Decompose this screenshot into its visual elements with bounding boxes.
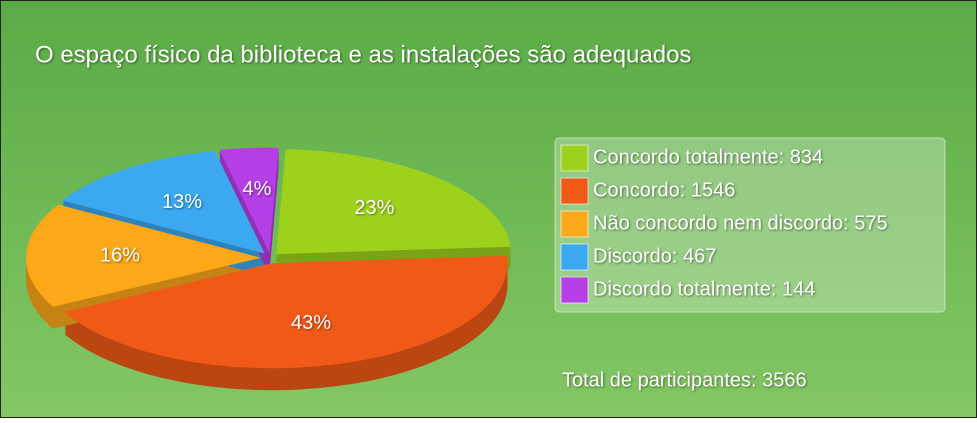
slice xyxy=(276,149,511,255)
slice xyxy=(219,147,279,253)
legend-swatch xyxy=(560,243,589,271)
legend-box xyxy=(554,137,946,313)
slice xyxy=(26,204,262,307)
annotation: Total de participantes: 3566 xyxy=(562,369,807,391)
slice-label: 43% xyxy=(291,312,331,334)
slice xyxy=(62,151,265,254)
slice-label: 13% xyxy=(162,191,202,213)
slice-label: 4% xyxy=(243,178,272,200)
legend-label: Discordo: 467 xyxy=(593,245,716,267)
chart-title: O espaço físico da biblioteca e as insta… xyxy=(35,41,691,68)
slice-label: 23% xyxy=(354,197,394,219)
legend-swatch xyxy=(560,177,589,205)
legend-label: Discordo totalmente: 144 xyxy=(593,278,815,300)
legend-label: Não concordo nem discordo: 575 xyxy=(593,212,888,234)
legend-label: Concordo totalmente: 834 xyxy=(593,146,823,168)
legend-label: Concordo: 1546 xyxy=(593,179,735,201)
legend-swatch xyxy=(560,276,589,304)
legend-swatch xyxy=(560,210,589,238)
slice xyxy=(64,255,508,369)
legend-swatch xyxy=(560,144,589,172)
slice-label: 16% xyxy=(100,245,140,267)
